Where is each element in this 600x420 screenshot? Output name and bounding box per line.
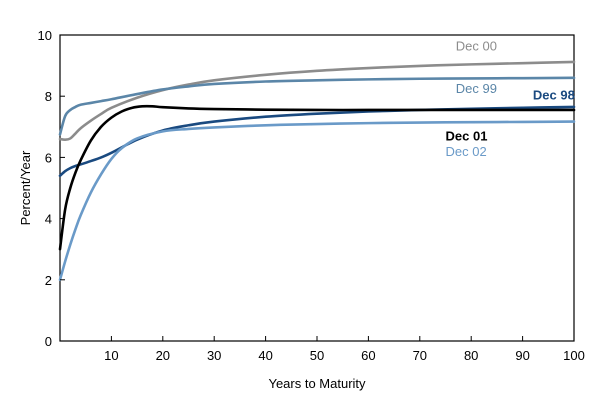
x-tick-label: 20 (156, 348, 170, 363)
series-layer (58, 60, 576, 282)
x-tick-label: 90 (515, 348, 529, 363)
y-tick-label: 10 (38, 28, 52, 43)
series-label-dec-02: Dec 02 (446, 144, 487, 159)
y-tick-label: 6 (45, 150, 52, 165)
y-tick-label: 4 (45, 212, 52, 227)
ticks-layer: 10 20 30 40 50 60 70 80 90 100 0 2 4 6 8 10 (38, 28, 585, 363)
series-line-dec-02 (58, 120, 576, 282)
y-tick-label: 8 (45, 89, 52, 104)
series-label-dec-99: Dec 99 (456, 81, 497, 96)
series-label-dec-01: Dec 01 (446, 129, 488, 144)
y-axis-title: Percent/Year (18, 150, 33, 225)
series-line-dec-98 (58, 105, 576, 178)
series-label-dec-00: Dec 00 (456, 38, 497, 53)
series-line-dec-01 (58, 104, 576, 251)
y-tick-label: 0 (45, 334, 52, 349)
x-tick-label: 60 (361, 348, 375, 363)
y-tick-label: 2 (45, 273, 52, 288)
series-line-dec-00 (58, 60, 576, 141)
x-tick-label: 10 (104, 348, 118, 363)
x-axis-title: Years to Maturity (268, 376, 366, 391)
x-tick-label: 30 (207, 348, 221, 363)
x-tick-label: 100 (563, 348, 585, 363)
x-tick-label: 40 (258, 348, 272, 363)
series-label-dec-98: Dec 98 (533, 87, 575, 102)
x-tick-label: 80 (464, 348, 478, 363)
series-line-dec-99 (58, 76, 576, 136)
x-tick-label: 70 (413, 348, 427, 363)
x-tick-label: 50 (310, 348, 324, 363)
